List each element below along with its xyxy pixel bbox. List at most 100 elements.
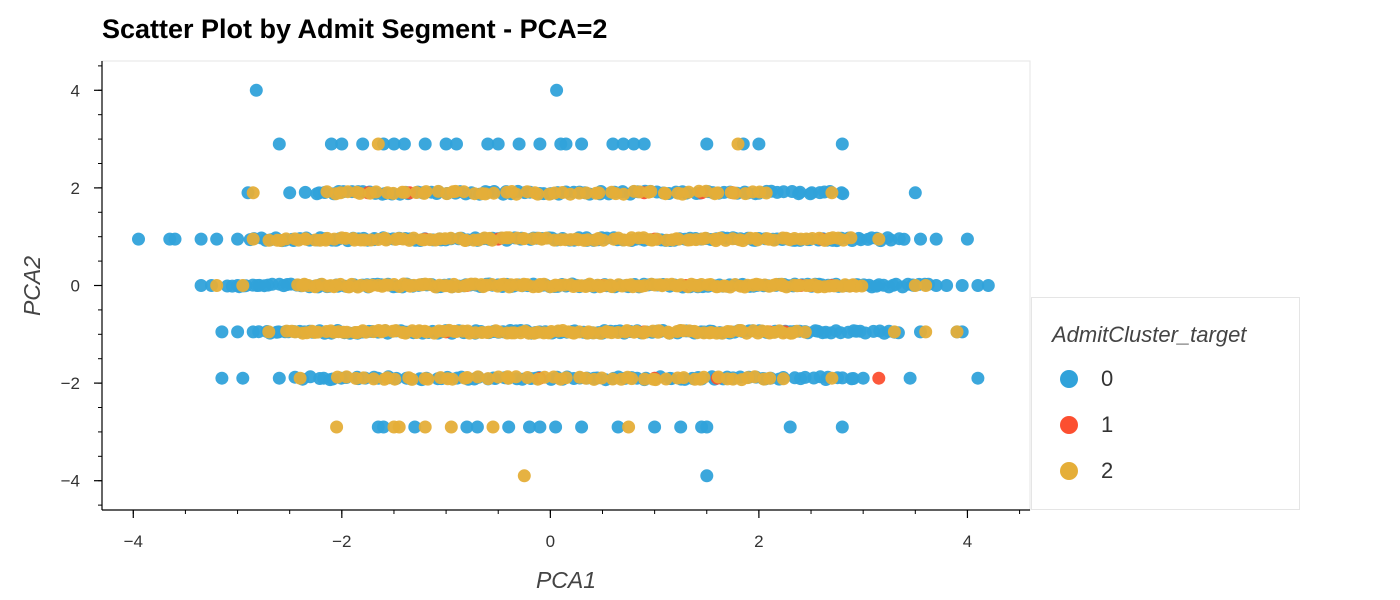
point	[637, 137, 651, 151]
point	[855, 279, 869, 293]
x-tick-label: −4	[124, 532, 143, 551]
point	[356, 137, 370, 151]
point	[210, 279, 224, 292]
point	[872, 232, 886, 246]
point	[324, 137, 338, 151]
point	[262, 325, 276, 339]
point	[776, 372, 790, 386]
point	[697, 370, 711, 384]
legend: AdmitCluster_target 0 1 2	[1031, 297, 1300, 510]
point	[700, 420, 714, 434]
point	[279, 232, 293, 246]
point	[272, 137, 286, 151]
point	[856, 371, 870, 385]
point	[940, 279, 954, 292]
point	[971, 371, 985, 385]
point	[763, 371, 777, 385]
point	[445, 372, 459, 386]
legend-label-1: 1	[1101, 412, 1114, 437]
point	[502, 420, 516, 434]
point	[491, 370, 505, 384]
point	[408, 420, 422, 434]
point	[672, 232, 686, 246]
y-tick-label: 2	[71, 179, 80, 198]
point	[759, 186, 773, 200]
point	[914, 232, 927, 246]
point	[617, 187, 631, 201]
point	[439, 137, 453, 151]
point	[236, 279, 250, 292]
point	[444, 420, 458, 434]
point	[908, 279, 922, 292]
y-tick-label: −2	[61, 374, 80, 393]
point	[486, 420, 500, 434]
point	[485, 233, 499, 247]
point	[283, 186, 297, 200]
point	[215, 371, 229, 385]
point	[575, 420, 589, 434]
point	[398, 185, 412, 199]
point	[649, 373, 663, 387]
point	[616, 137, 630, 151]
legend-title: AdmitCluster_target	[1052, 322, 1247, 347]
point	[919, 325, 933, 339]
point	[835, 137, 849, 151]
point	[419, 185, 433, 199]
point	[353, 186, 367, 200]
point	[335, 137, 349, 151]
point	[919, 279, 933, 292]
point	[444, 231, 458, 245]
point	[509, 370, 523, 384]
point	[825, 186, 839, 200]
point	[533, 420, 547, 434]
legend-swatch-2	[1060, 462, 1078, 480]
x-tick-label: 0	[546, 532, 555, 551]
point	[897, 232, 911, 246]
point	[728, 186, 742, 200]
point	[559, 137, 573, 151]
point	[950, 325, 964, 339]
point	[648, 420, 662, 434]
point	[330, 420, 344, 434]
point	[625, 372, 639, 386]
point	[471, 370, 485, 384]
point	[538, 370, 552, 384]
point	[418, 420, 432, 434]
legend-item-1: 1	[1060, 412, 1113, 438]
point	[487, 186, 501, 200]
point	[481, 137, 495, 151]
point	[460, 371, 474, 384]
point	[418, 137, 432, 151]
point	[559, 371, 573, 385]
point	[783, 420, 797, 434]
point	[246, 186, 260, 200]
point	[215, 325, 229, 339]
point	[592, 186, 606, 200]
point	[397, 137, 411, 151]
point	[596, 233, 610, 247]
point	[246, 232, 260, 246]
point	[825, 371, 839, 385]
point	[367, 372, 381, 386]
y-tick-label: −4	[61, 472, 80, 491]
legend-item-0: 0	[1060, 366, 1113, 392]
point	[491, 137, 505, 151]
points-layer	[132, 83, 995, 483]
point	[481, 372, 495, 386]
point	[512, 137, 526, 151]
point	[450, 137, 463, 151]
point	[579, 186, 593, 200]
point	[711, 186, 725, 200]
point	[460, 420, 474, 434]
point	[981, 279, 995, 292]
legend-item-2: 2	[1060, 458, 1113, 484]
point	[622, 420, 636, 434]
point	[731, 137, 745, 151]
point	[517, 469, 531, 483]
point	[523, 420, 536, 434]
y-axis-label: PCA2	[19, 256, 45, 316]
legend-swatch-1	[1060, 416, 1078, 434]
point	[700, 137, 714, 151]
point	[835, 420, 849, 434]
x-tick-label: −2	[332, 532, 351, 551]
